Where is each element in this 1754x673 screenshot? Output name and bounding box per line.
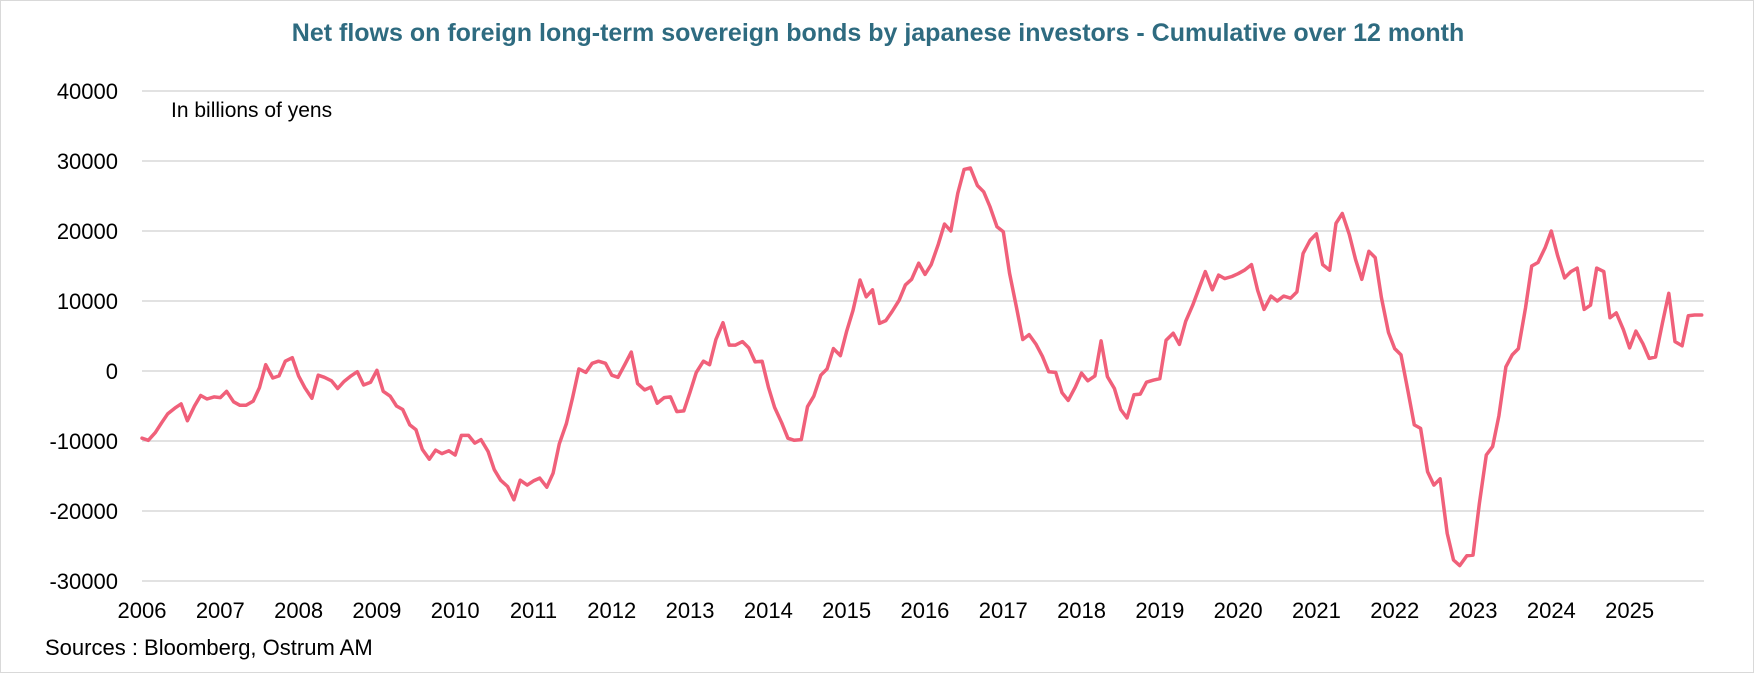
y-tick-label: 0	[106, 359, 118, 384]
x-tick-label: 2024	[1527, 598, 1576, 623]
x-tick-label: 2012	[587, 598, 636, 623]
unit-annotation: In billions of yens	[171, 99, 332, 122]
x-tick-label: 2015	[822, 598, 871, 623]
x-tick-label: 2025	[1605, 598, 1654, 623]
y-tick-label: 30000	[57, 149, 118, 174]
x-tick-label: 2011	[510, 598, 557, 623]
x-tick-label: 2018	[1057, 598, 1106, 623]
x-tick-label: 2008	[274, 598, 323, 623]
x-tick-label: 2016	[900, 598, 949, 623]
x-tick-label: 2014	[744, 598, 793, 623]
y-axis-ticks: 40000 30000 20000 10000 0 -10000 -20000 -30000	[49, 79, 118, 594]
y-tick-label: 10000	[57, 289, 118, 314]
x-tick-label: 2023	[1449, 598, 1498, 623]
gridlines	[142, 90, 1704, 582]
series-line	[140, 166, 1704, 568]
y-tick-label: -20000	[49, 499, 118, 524]
x-tick-label: 2006	[118, 598, 167, 623]
x-tick-label: 2017	[979, 598, 1028, 623]
chart-title: Net flows on foreign long-term sovereign…	[291, 19, 1465, 47]
y-tick-label: 20000	[57, 219, 118, 244]
x-tick-label: 2010	[431, 598, 480, 623]
sources-note: Sources : Bloomberg, Ostrum AM	[45, 635, 373, 660]
y-tick-label: -30000	[49, 569, 118, 594]
y-tick-label: 40000	[57, 79, 118, 104]
x-tick-label: 2013	[666, 598, 715, 623]
x-tick-label: 2019	[1135, 598, 1184, 623]
x-axis-ticks: 2006 2007 2008 2009 2010 2011 2012 2013 2014 2015…	[118, 598, 1655, 623]
x-tick-label: 2020	[1214, 598, 1263, 623]
y-tick-label: -10000	[49, 429, 118, 454]
x-tick-label: 2009	[352, 598, 401, 623]
x-tick-label: 2021	[1292, 598, 1341, 623]
series-layer	[140, 166, 1704, 568]
x-tick-label: 2022	[1370, 598, 1419, 623]
x-tick-label: 2007	[196, 598, 245, 623]
